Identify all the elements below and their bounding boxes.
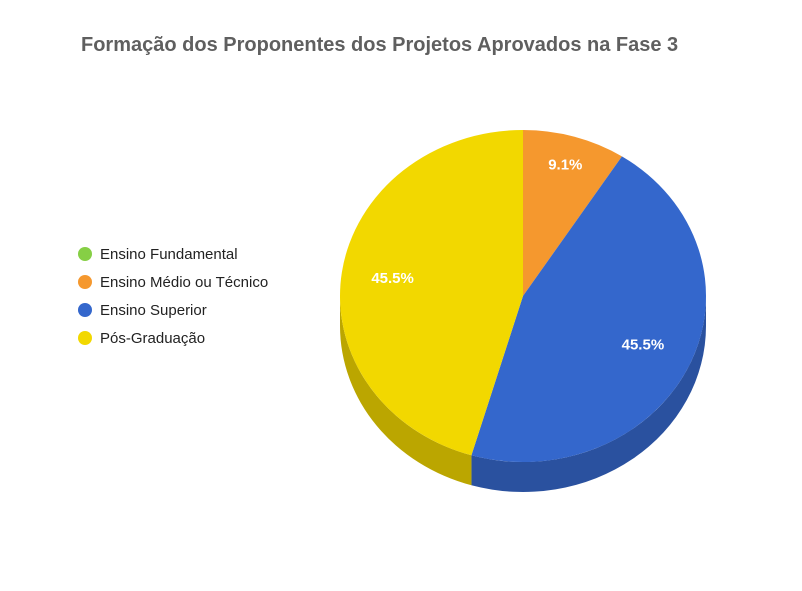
chart-legend: Ensino Fundamental Ensino Médio ou Técni… [78, 240, 268, 352]
pie-slice-label-2: 45.5% [622, 337, 665, 354]
legend-label: Pós-Graduação [100, 329, 206, 347]
pie-slice-1[interactable] [523, 130, 622, 296]
legend-swatch-ensino-fundamental [78, 247, 92, 261]
chart-title: Formação dos Proponentes dos Projetos Ap… [81, 34, 679, 56]
legend-swatch-ensino-superior [78, 303, 92, 317]
pie-slice-2[interactable] [471, 156, 706, 462]
pie-side-3 [340, 296, 472, 486]
legend-item-ensino-medio[interactable]: Ensino Médio ou Técnico [78, 268, 268, 296]
pie-slice-label-3: 45.5% [371, 270, 414, 287]
pie-slice-3[interactable] [339, 130, 523, 456]
pie-top [339, 130, 706, 462]
legend-label: Ensino Médio ou Técnico [100, 273, 269, 291]
legend-item-pos-graduacao[interactable]: Pós-Graduação [78, 324, 268, 352]
pie-labels: 9.1% 45.5% 45.5% [371, 156, 664, 353]
legend-item-ensino-fundamental[interactable]: Ensino Fundamental [78, 240, 268, 268]
legend-label: Ensino Superior [100, 301, 207, 319]
legend-swatch-pos-graduacao [78, 331, 92, 345]
pie-slice-label-1: 9.1% [548, 156, 582, 173]
pie-sides [340, 296, 706, 493]
legend-label: Ensino Fundamental [100, 245, 238, 263]
pie-side-2 [471, 296, 706, 493]
legend-item-ensino-superior[interactable]: Ensino Superior [78, 296, 268, 324]
legend-swatch-ensino-medio [78, 275, 92, 289]
